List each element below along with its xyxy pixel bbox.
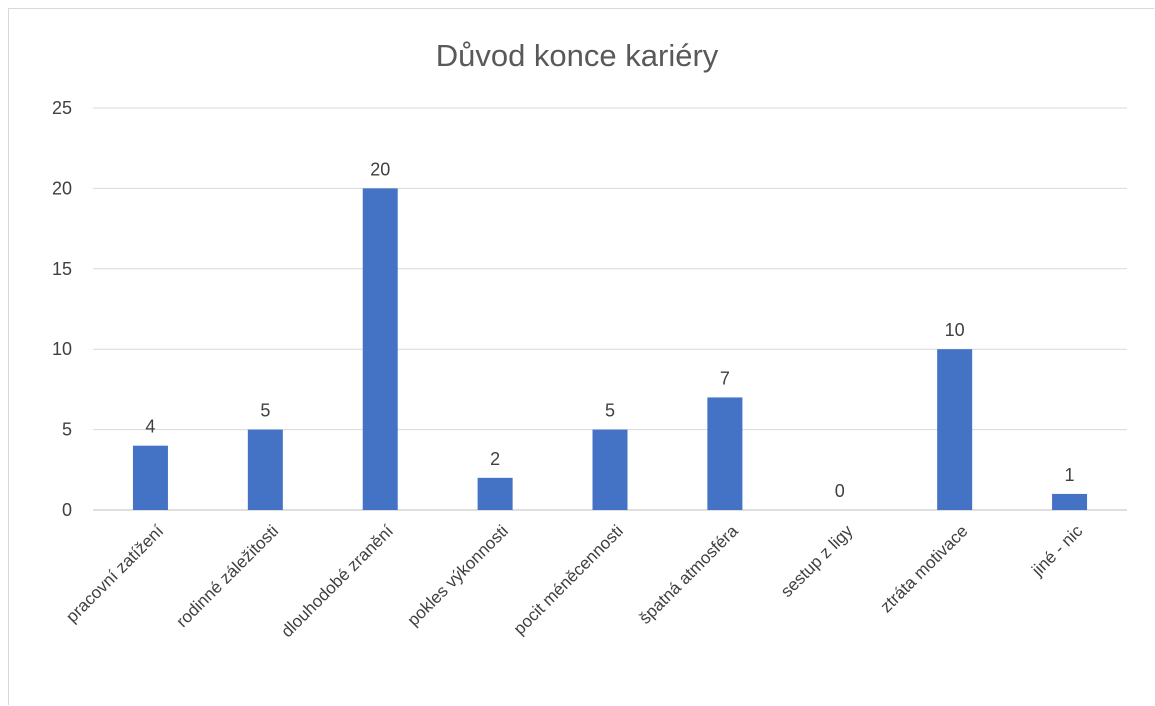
- bar: [1052, 493, 1088, 510]
- category-label: rodinné záležitosti: [173, 521, 283, 631]
- y-tick-label: 10: [52, 339, 72, 359]
- category-label: špatná atmosféra: [635, 521, 742, 628]
- category-label: jiné - nic: [1027, 521, 1086, 580]
- data-labels: 4 5 20 2 5 7 0 10 1: [145, 159, 1074, 501]
- category-label: sestup z ligy: [777, 521, 857, 601]
- bar: [592, 429, 628, 510]
- category-label: ztráta motivace: [877, 521, 972, 616]
- y-tick-label: 0: [62, 500, 72, 520]
- data-label: 0: [835, 481, 845, 501]
- data-label: 20: [370, 159, 390, 179]
- y-tick-label: 15: [52, 259, 72, 279]
- data-label: 2: [490, 449, 500, 469]
- y-tick-label: 25: [52, 98, 72, 118]
- bar: [247, 429, 283, 510]
- category-label: pokles výkonnosti: [404, 521, 512, 629]
- x-axis-categories: pracovní zatížení rodinné záležitostidlou…: [62, 521, 1086, 641]
- data-label: 5: [260, 401, 270, 421]
- bar: [362, 188, 398, 510]
- y-axis-ticks: 0 5 10 15 20 25: [52, 98, 72, 520]
- category-label: pocit méněcennosti: [510, 521, 627, 638]
- bar: [937, 349, 973, 510]
- y-tick-label: 20: [52, 178, 72, 198]
- bar: [707, 397, 743, 510]
- bar: [477, 477, 513, 510]
- category-label: dlouhodobé zranění: [277, 521, 397, 641]
- chart-title: Důvod konce kariéry: [436, 38, 719, 73]
- data-label: 10: [945, 320, 965, 340]
- y-tick-label: 5: [62, 420, 72, 440]
- data-label: 1: [1065, 465, 1075, 485]
- data-label: 4: [145, 417, 155, 437]
- category-label: pracovní zatížení: [62, 521, 167, 626]
- bars: [132, 188, 1088, 510]
- bar: [132, 445, 168, 510]
- data-label: 7: [720, 368, 730, 388]
- data-label: 5: [605, 401, 615, 421]
